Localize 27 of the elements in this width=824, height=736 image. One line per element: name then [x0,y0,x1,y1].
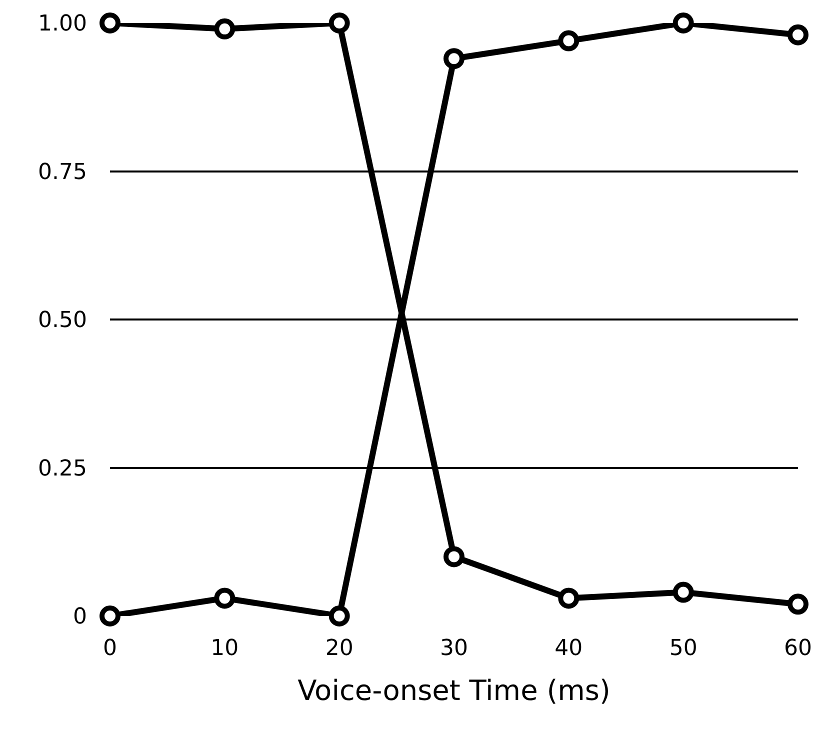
point [444,48,464,70]
x-tick-label: 40 [554,636,583,661]
point [328,12,350,34]
point [100,12,120,34]
point [100,606,120,626]
x-tick-label: 10 [210,636,239,661]
y-tick-label: 0 [73,604,87,630]
point [214,588,236,609]
x-tick-label: 60 [784,636,812,661]
point [558,30,580,52]
point [328,606,350,626]
y-tick-label: 0.75 [38,160,87,185]
point [672,12,694,34]
point [788,24,808,46]
y-tick-label: 0.50 [38,308,87,334]
x-tick-label: 20 [325,636,354,661]
point [558,588,580,609]
point [444,546,464,568]
x-tick-label: 0 [103,636,117,661]
y-tick-label: 0.25 [38,456,87,482]
x-tick-label: 50 [669,636,698,661]
y-tick-label: 1.00 [38,12,87,37]
x-tick-label: 30 [440,636,468,661]
point [672,582,694,603]
x-axis-title: Voice-onset Time (ms) [298,674,610,708]
point [788,594,808,615]
point [214,18,236,40]
